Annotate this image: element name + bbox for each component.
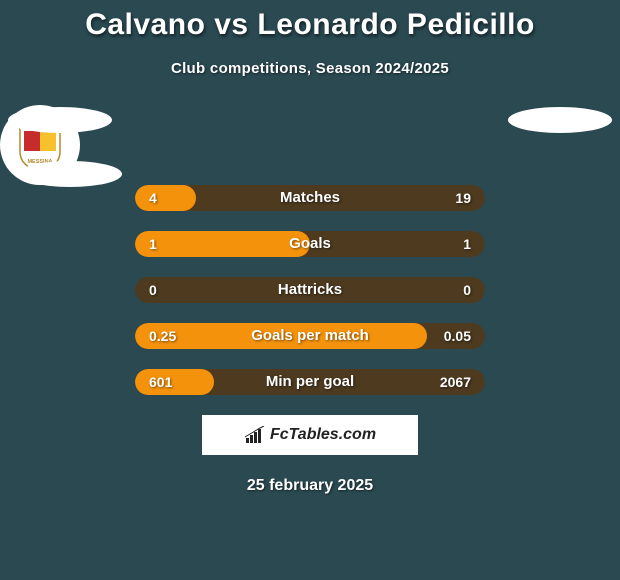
stat-right-value: 2067: [440, 369, 471, 395]
stat-right-value: 0: [463, 277, 471, 303]
page-title: Calvano vs Leonardo Pedicillo: [0, 8, 620, 42]
stat-row: 1Goals1: [135, 231, 485, 257]
stat-right-value: 19: [455, 185, 471, 211]
stat-rows: 4Matches19 1Goals1 0Hattricks0 0.25Goals pe…: [135, 185, 485, 395]
stat-label: Min per goal: [135, 369, 485, 395]
comparison-card: Calvano vs Leonardo Pedicillo Club compe…: [0, 0, 620, 495]
player1-badge-placeholder-2: [18, 161, 122, 187]
stat-label: Hattricks: [135, 277, 485, 303]
stat-right-value: 0.05: [444, 323, 471, 349]
brand-box: FcTables.com: [202, 415, 418, 455]
stat-row: 4Matches19: [135, 185, 485, 211]
stat-right-value: 1: [463, 231, 471, 257]
date-text: 25 february 2025: [0, 477, 620, 495]
bar-chart-icon: [244, 426, 266, 444]
page-subtitle: Club competitions, Season 2024/2025: [0, 60, 620, 77]
stat-label: Matches: [135, 185, 485, 211]
stat-row: 601Min per goal2067: [135, 369, 485, 395]
player2-badge-placeholder-1: [508, 107, 612, 133]
brand-text: FcTables.com: [270, 426, 376, 444]
stat-label: Goals: [135, 231, 485, 257]
stat-row: 0Hattricks0: [135, 277, 485, 303]
stat-label: Goals per match: [135, 323, 485, 349]
player1-badge-placeholder-1: [8, 107, 112, 133]
stat-row: 0.25Goals per match0.05: [135, 323, 485, 349]
stats-area: A.C.R. MESSINA 4Matches191Goals10Hattric…: [0, 105, 620, 395]
